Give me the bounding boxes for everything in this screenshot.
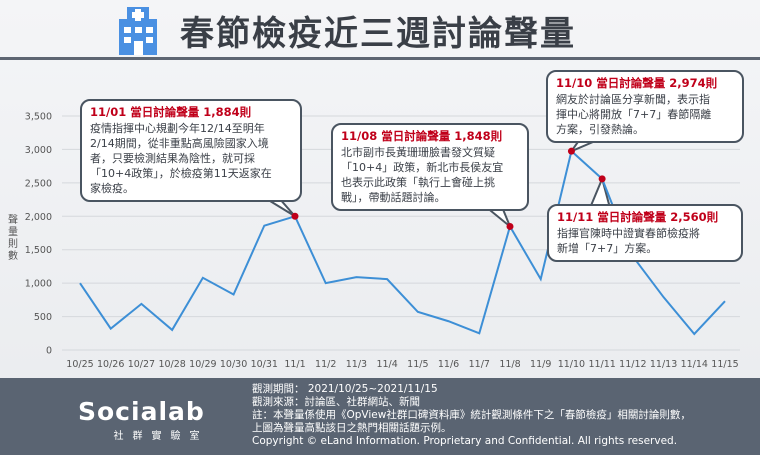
x-tick-label: 11/13 <box>650 359 677 370</box>
y-tick-label: 2,000 <box>25 212 52 223</box>
copyright: Copyright © eLand Information. Proprieta… <box>252 435 678 447</box>
y-tick-label: 2,500 <box>25 178 52 189</box>
y-tick-label: 1,500 <box>25 245 52 256</box>
annotation-callout-1110: 11/10 當日討論聲量 2,974則 網友於討論區分享新聞，表示指 揮中心將開… <box>546 70 744 143</box>
x-tick-label: 11/7 <box>469 359 490 370</box>
annotation-title: 11/01 當日討論聲量 1,884則 <box>90 105 252 119</box>
annotation-text: 北市副市長黃珊珊臉書發文質疑 「10+4」政策，新北市長侯友宜 也表示此政策「執… <box>341 146 504 204</box>
x-tick-label: 11/1 <box>284 359 305 370</box>
observation-period: 觀測期間： 2021/10/25~2021/11/15 <box>252 383 438 395</box>
x-tick-label: 11/15 <box>711 359 738 370</box>
highlight-point <box>567 147 575 155</box>
page-title: 春節檢疫近三週討論聲量 <box>180 13 576 54</box>
x-tick-label: 11/5 <box>407 359 428 370</box>
highlight-point <box>291 212 299 220</box>
x-tick-label: 10/27 <box>128 359 155 370</box>
y-tick-label: 3,000 <box>25 145 52 156</box>
x-tick-label: 11/6 <box>438 359 459 370</box>
annotation-text: 指揮官陳時中證實春節檢疫將 新增「7+7」方案。 <box>557 227 700 255</box>
x-tick-label: 10/31 <box>251 359 278 370</box>
footer-info: 觀測期間： 2021/10/25~2021/11/15 觀測來源：討論區、社群網… <box>252 383 752 448</box>
y-tick-label: 0 <box>46 346 52 357</box>
header-divider <box>0 57 760 60</box>
annotation-title: 11/08 當日討論聲量 1,848則 <box>341 129 503 143</box>
hospital-icon <box>119 7 157 55</box>
highlight-point <box>598 175 606 183</box>
annotation-title: 11/11 當日討論聲量 2,560則 <box>557 210 719 224</box>
observation-sources: 觀測來源：討論區、社群網站、新聞 <box>252 396 420 408</box>
x-tick-label: 11/14 <box>681 359 708 370</box>
footnote-line-2: 上圖為聲量高點該日之熱門相關話題示例。 <box>252 422 452 434</box>
x-tick-label: 11/2 <box>315 359 336 370</box>
annotation-text: 網友於討論區分享新聞，表示指 揮中心將開放「7+7」春節隔離 方案，引發熱論。 <box>556 93 712 136</box>
y-tick-label: 500 <box>34 312 52 323</box>
x-tick-label: 11/8 <box>499 359 520 370</box>
x-tick-label: 11/11 <box>588 359 615 370</box>
annotation-callout-1111: 11/11 當日討論聲量 2,560則 指揮官陳時中證實春節檢疫將 新增「7+7… <box>547 204 743 262</box>
annotation-callout-1108: 11/08 當日討論聲量 1,848則 北市副市長黃珊珊臉書發文質疑 「10+4… <box>331 123 529 211</box>
logo-subtitle: 社群實驗室 <box>113 431 209 442</box>
x-tick-label: 10/29 <box>189 359 216 370</box>
x-tick-label: 11/10 <box>558 359 585 370</box>
x-tick-label: 10/26 <box>97 359 124 370</box>
x-tick-label: 11/12 <box>619 359 646 370</box>
y-tick-label: 3,500 <box>25 112 52 123</box>
x-tick-label: 11/3 <box>346 359 367 370</box>
x-tick-label: 11/4 <box>376 359 397 370</box>
y-tick-label: 1,000 <box>25 279 52 290</box>
socialab-logo: Socialab 社群實驗室 <box>78 398 238 448</box>
highlight-point <box>506 222 514 230</box>
footnote-line-1: 註：本聲量係使用《OpView社群口碑資料庫》統計觀測條件下之「春節檢疫」相關討… <box>252 409 691 421</box>
annotation-text: 疫情指揮中心規劃今年12/14至明年 2/14期間，從非重點高風險國家入境 者，… <box>90 122 272 195</box>
x-tick-label: 10/30 <box>220 359 247 370</box>
x-tick-label: 10/25 <box>66 359 93 370</box>
header: 春節檢疫近三週討論聲量 <box>0 0 760 60</box>
y-axis-label: 聲量則數 <box>8 215 18 262</box>
annotation-title: 11/10 當日討論聲量 2,974則 <box>556 76 718 90</box>
x-tick-label: 10/28 <box>158 359 185 370</box>
x-tick-label: 11/9 <box>530 359 551 370</box>
annotation-callout-1101: 11/01 當日討論聲量 1,884則 疫情指揮中心規劃今年12/14至明年 2… <box>80 99 302 202</box>
footer <box>0 378 760 455</box>
logo-wordmark: Socialab <box>78 397 205 426</box>
